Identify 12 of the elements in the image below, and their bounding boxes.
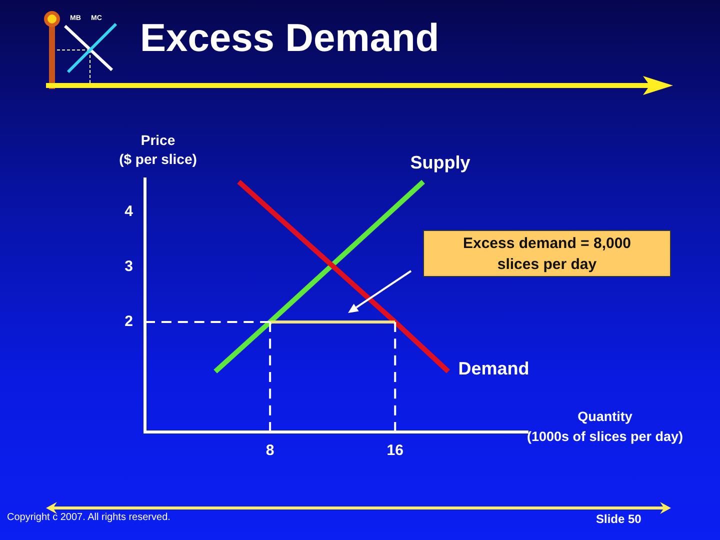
text: Slide 50 [596, 512, 642, 526]
x-axis-title: Quantity (1000s of slices per day) [526, 408, 684, 446]
y-tick-label: 4 [124, 203, 134, 220]
x-tick-label: 16 [386, 442, 404, 460]
series-label: Supply [410, 152, 470, 173]
y-tick-label: 3 [124, 258, 133, 276]
text: Copyright c 2007. All rights reserved. [7, 511, 172, 524]
series-label: Demand [458, 358, 530, 378]
y-axis-title: Price ($ per slice) [118, 131, 198, 169]
chart-title: Excess Demand [140, 17, 440, 61]
x-tick-label: 8 [266, 442, 274, 460]
y-tick-label: 2 [124, 313, 133, 330]
